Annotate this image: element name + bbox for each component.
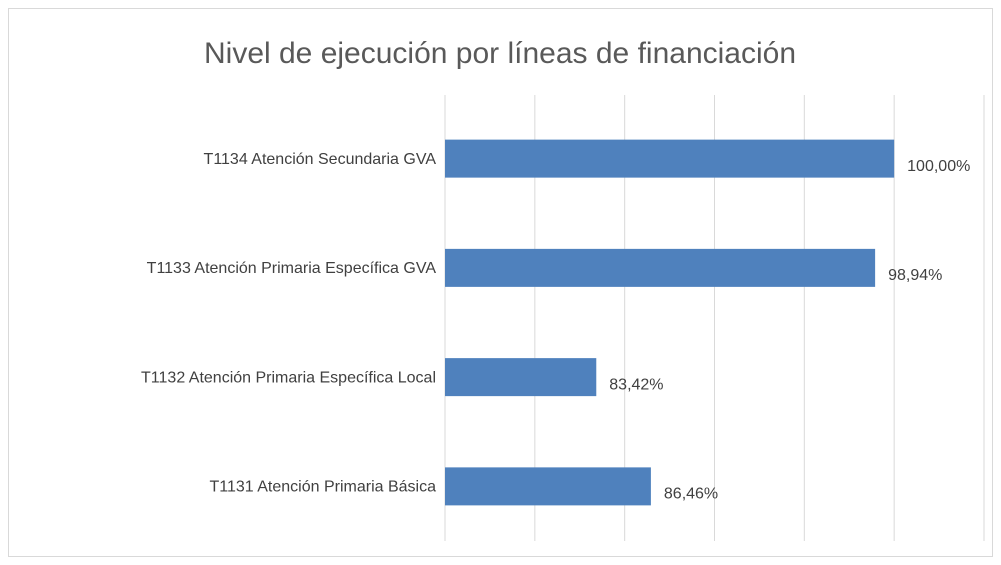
y-tick-label: T1131 Atención Primaria Básica bbox=[210, 479, 437, 496]
y-tick-label: T1132 Atención Primaria Específica Local bbox=[141, 369, 436, 386]
bar bbox=[445, 248, 876, 287]
bar bbox=[445, 358, 597, 397]
data-label: 98,94% bbox=[888, 267, 942, 284]
y-tick-label: T1133 Atención Primaria Específica GVA bbox=[147, 260, 437, 277]
data-label: 100,00% bbox=[907, 158, 970, 175]
y-tick-label: T1134 Atención Secundaria GVA bbox=[204, 151, 437, 168]
bar bbox=[445, 139, 895, 178]
chart-title: Nivel de ejecución por líneas de financi… bbox=[204, 37, 796, 70]
data-label: 86,46% bbox=[664, 486, 718, 503]
data-label: 83,42% bbox=[609, 376, 663, 393]
bar bbox=[445, 467, 651, 506]
